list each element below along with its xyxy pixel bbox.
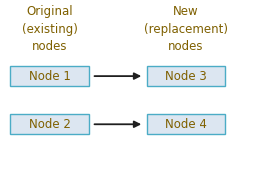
FancyBboxPatch shape [10,114,89,134]
Text: Node 2: Node 2 [29,118,71,131]
Text: Node 1: Node 1 [29,70,71,83]
Text: Node 3: Node 3 [165,70,207,83]
FancyBboxPatch shape [10,66,89,86]
FancyBboxPatch shape [147,66,225,86]
Text: Node 4: Node 4 [165,118,207,131]
FancyBboxPatch shape [147,114,225,134]
Text: Original
(existing)
nodes: Original (existing) nodes [22,5,78,53]
Text: New
(replacement)
nodes: New (replacement) nodes [144,5,228,53]
